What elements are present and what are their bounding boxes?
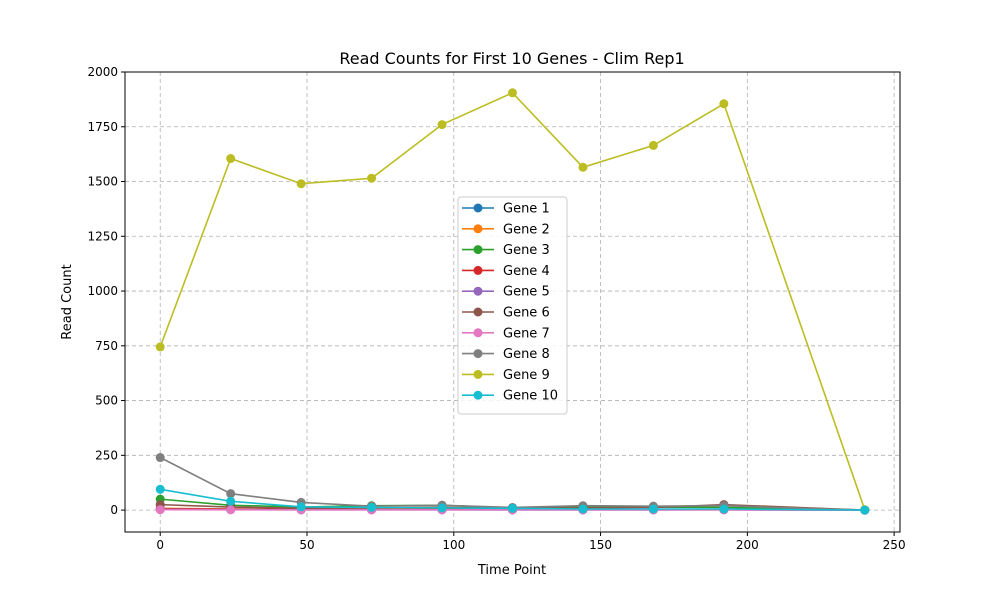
y-tick-label: 1250 [87, 229, 118, 243]
data-point [155, 453, 165, 463]
legend-marker [473, 203, 483, 213]
y-tick-label: 1750 [87, 120, 118, 134]
legend-marker [473, 307, 483, 317]
legend-item: Gene 3 [462, 243, 550, 258]
legend-label: Gene 8 [503, 347, 550, 362]
legend-label: Gene 4 [503, 264, 550, 279]
legend-marker [473, 328, 483, 338]
data-point [719, 504, 729, 514]
data-point [296, 179, 306, 189]
legend-box [457, 196, 568, 415]
data-point [437, 503, 447, 513]
legend-label: Gene 2 [503, 222, 550, 237]
data-point [578, 504, 588, 514]
y-axis-label: Read Count [60, 264, 75, 339]
legend-marker [473, 245, 483, 255]
legend-item: Gene 10 [462, 389, 558, 404]
x-tick-label: 0 [156, 538, 164, 552]
data-point [437, 120, 447, 130]
legend-label: Gene 6 [503, 306, 550, 321]
data-point [578, 162, 588, 172]
legend-marker [473, 286, 483, 296]
series-lines [155, 88, 870, 515]
legend-item: Gene 6 [462, 306, 550, 321]
legend-marker [473, 390, 483, 400]
legend-marker [473, 224, 483, 234]
legend-label: Gene 1 [503, 202, 550, 217]
y-tick-label: 2000 [87, 65, 118, 79]
y-tick-label: 0 [110, 503, 118, 517]
data-point [508, 503, 517, 513]
y-tick-label: 1000 [87, 284, 118, 298]
data-point [155, 505, 165, 515]
legend-label: Gene 7 [503, 326, 550, 341]
data-point [155, 342, 165, 352]
x-tick-label: 150 [589, 538, 612, 552]
legend-label: Gene 5 [503, 285, 550, 300]
x-axis-label: Time Point [477, 563, 546, 578]
legend-marker [473, 349, 483, 359]
data-point [860, 505, 870, 515]
legend-item: Gene 9 [462, 368, 550, 383]
x-tick-label: 50 [299, 538, 314, 552]
data-point [226, 496, 236, 506]
legend-marker [473, 369, 483, 379]
legend-label: Gene 9 [503, 368, 550, 383]
axis-ticks: 0 50 100 150 200 250 0 250 500 750 1000 1250 1500 175… [87, 65, 905, 552]
data-point [226, 489, 236, 499]
legend-item: Gene 4 [462, 264, 550, 279]
series-10 [155, 484, 870, 515]
data-point [508, 88, 517, 98]
x-tick-label: 100 [442, 538, 465, 552]
x-tick-label: 250 [883, 538, 906, 552]
data-point [296, 502, 306, 512]
data-point [155, 484, 165, 494]
legend-label: Gene 3 [503, 243, 550, 258]
series-line [160, 488, 865, 511]
data-point [367, 502, 377, 512]
data-point [719, 99, 729, 109]
data-point [648, 504, 658, 514]
legend-item: Gene 5 [462, 285, 550, 300]
x-tick-label: 200 [736, 538, 759, 552]
legend-item: Gene 1 [462, 202, 550, 217]
y-tick-label: 750 [95, 339, 118, 353]
legend-label: Gene 10 [503, 389, 558, 404]
legend-item: Gene 2 [462, 222, 550, 237]
series-line [159, 456, 865, 511]
legend-item: Gene 7 [462, 326, 550, 341]
legend-marker [473, 265, 483, 275]
plot-frame [124, 71, 901, 533]
legend-item: Gene 8 [462, 347, 550, 362]
series-line [159, 91, 866, 510]
data-point [367, 173, 377, 183]
legend: Gene 1 Gene 2 Gene 3 Gene 4 Gene 5 Gene 6 Gene… [457, 196, 568, 415]
y-tick-label: 1500 [87, 175, 118, 189]
y-tick-label: 250 [95, 448, 118, 462]
chart-title: Read Counts for First 10 Genes - Clim Re… [339, 49, 684, 68]
data-point [226, 154, 236, 164]
data-point [226, 505, 236, 515]
data-point [648, 140, 658, 150]
y-tick-label: 500 [95, 394, 118, 408]
